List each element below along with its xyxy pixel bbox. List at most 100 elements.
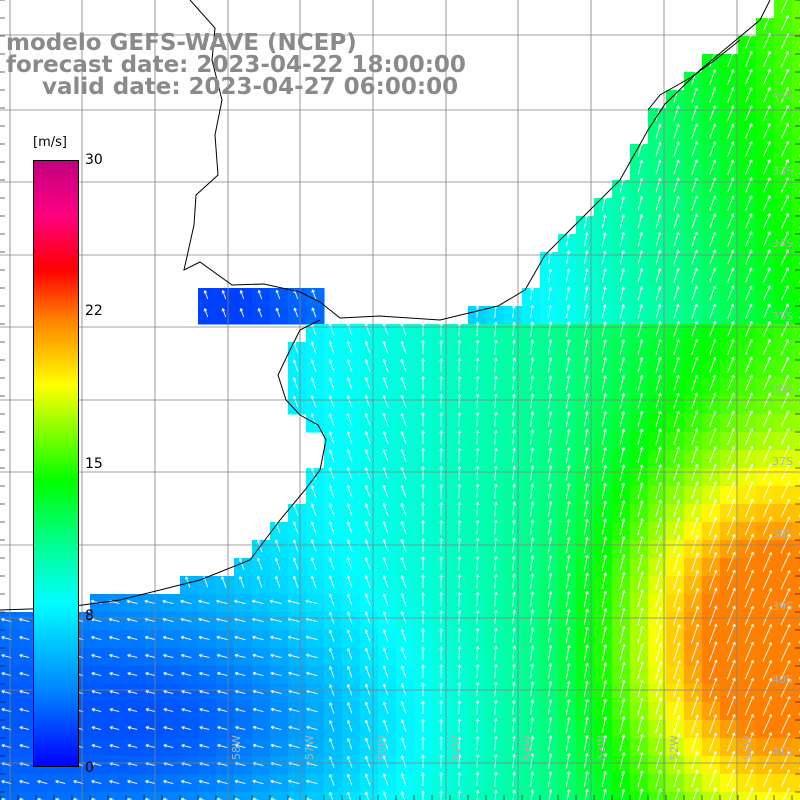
wind-arrow [745,87,753,103]
wind-arrow [400,412,407,427]
wind-arrow [583,590,589,607]
wind-arrow [566,250,571,265]
wind-arrow [655,606,663,626]
wind-arrow [493,591,498,607]
wind-arrow [257,307,263,318]
wind-arrow [457,322,462,337]
wind-arrow [475,429,480,445]
wind-arrow [203,308,209,318]
wind-cell [792,756,800,775]
wind-arrow [691,123,698,139]
wind-cell [792,0,800,19]
wind-arrow [310,539,317,552]
wind-arrow [346,323,353,337]
wind-arrow [780,410,790,427]
wind-arrow [512,501,516,517]
wind-arrow [400,538,407,553]
wind-arrow [637,553,644,572]
wind-arrow [421,340,425,355]
wind-arrow [439,556,444,571]
wind-arrow [512,411,516,427]
wind-arrow [346,521,353,534]
wind-arrow [566,286,571,301]
wind-arrow [583,268,589,283]
wind-arrow [673,267,680,283]
lat-label: 38S [772,528,793,541]
wind-arrow [691,159,698,175]
wind-arrow [673,392,680,409]
wind-cell [792,288,800,307]
wind-arrow [548,519,553,535]
wind-arrow [709,516,718,536]
wind-arrow [727,123,735,139]
wind-arrow [709,123,717,139]
wind-arrow [530,465,534,481]
wind-arrow [475,357,480,373]
wind-arrow [439,448,444,463]
wind-cell [306,792,325,800]
wind-arrow [619,177,625,193]
wind-arrow [493,447,498,463]
wind-arrow [763,267,771,283]
wind-arrow [566,268,571,283]
wind-arrow [691,213,698,229]
wind-cell [792,162,800,181]
wind-arrow [421,484,425,499]
wind-arrow [565,339,571,355]
wind-cell [792,558,800,577]
wind-arrow [745,338,753,355]
wind-arrow [328,539,335,552]
wind-arrow [619,232,625,247]
wind-arrow [637,286,643,301]
legend-tick-15: 15 [85,456,103,472]
wind-arrow [673,374,680,391]
wind-arrow [655,428,662,445]
wind-arrow [185,576,191,588]
wind-arrow [637,571,644,590]
wind-arrow [382,557,389,571]
wind-arrow [601,500,607,517]
wind-arrow [439,358,444,373]
wind-arrow [727,285,735,301]
wind-arrow [763,213,771,229]
wind-arrow [221,576,227,588]
wind-cell [792,612,800,631]
wind-cell [90,792,109,800]
wind-arrow [475,591,480,607]
wind-arrow [328,557,335,570]
wind-arrow [457,358,462,373]
wind-arrow [673,463,681,481]
wind-arrow [637,500,644,517]
wind-cell [792,504,800,523]
wind-arrow [548,573,553,589]
wind-arrow [619,571,626,589]
wind-arrow [530,609,535,625]
wind-arrow [565,429,571,445]
wind-arrow [781,213,789,229]
wind-arrow [709,463,717,482]
wind-arrow [619,410,626,427]
wind-arrow [400,376,407,391]
wind-arrow [328,413,335,426]
wind-arrow [727,392,735,409]
wind-arrow [346,503,353,517]
wind-arrow [292,395,299,408]
wind-arrow [637,375,644,391]
wind-arrow [530,573,535,589]
wind-arrow [565,393,571,409]
wind-arrow [511,305,516,318]
wind-cell [792,792,800,800]
wind-arrow [583,214,589,229]
wind-arrow [601,250,607,265]
wind-arrow [583,500,589,517]
wind-arrow [310,503,317,516]
wind-arrow [780,552,791,572]
wind-arrow [439,610,444,625]
wind-arrow [709,213,716,229]
wind-cell [630,792,649,800]
wind-cell [792,432,800,451]
wind-arrow [583,321,589,337]
wind-arrow [709,87,717,103]
wind-arrow [583,554,589,571]
wind-arrow [144,599,156,605]
